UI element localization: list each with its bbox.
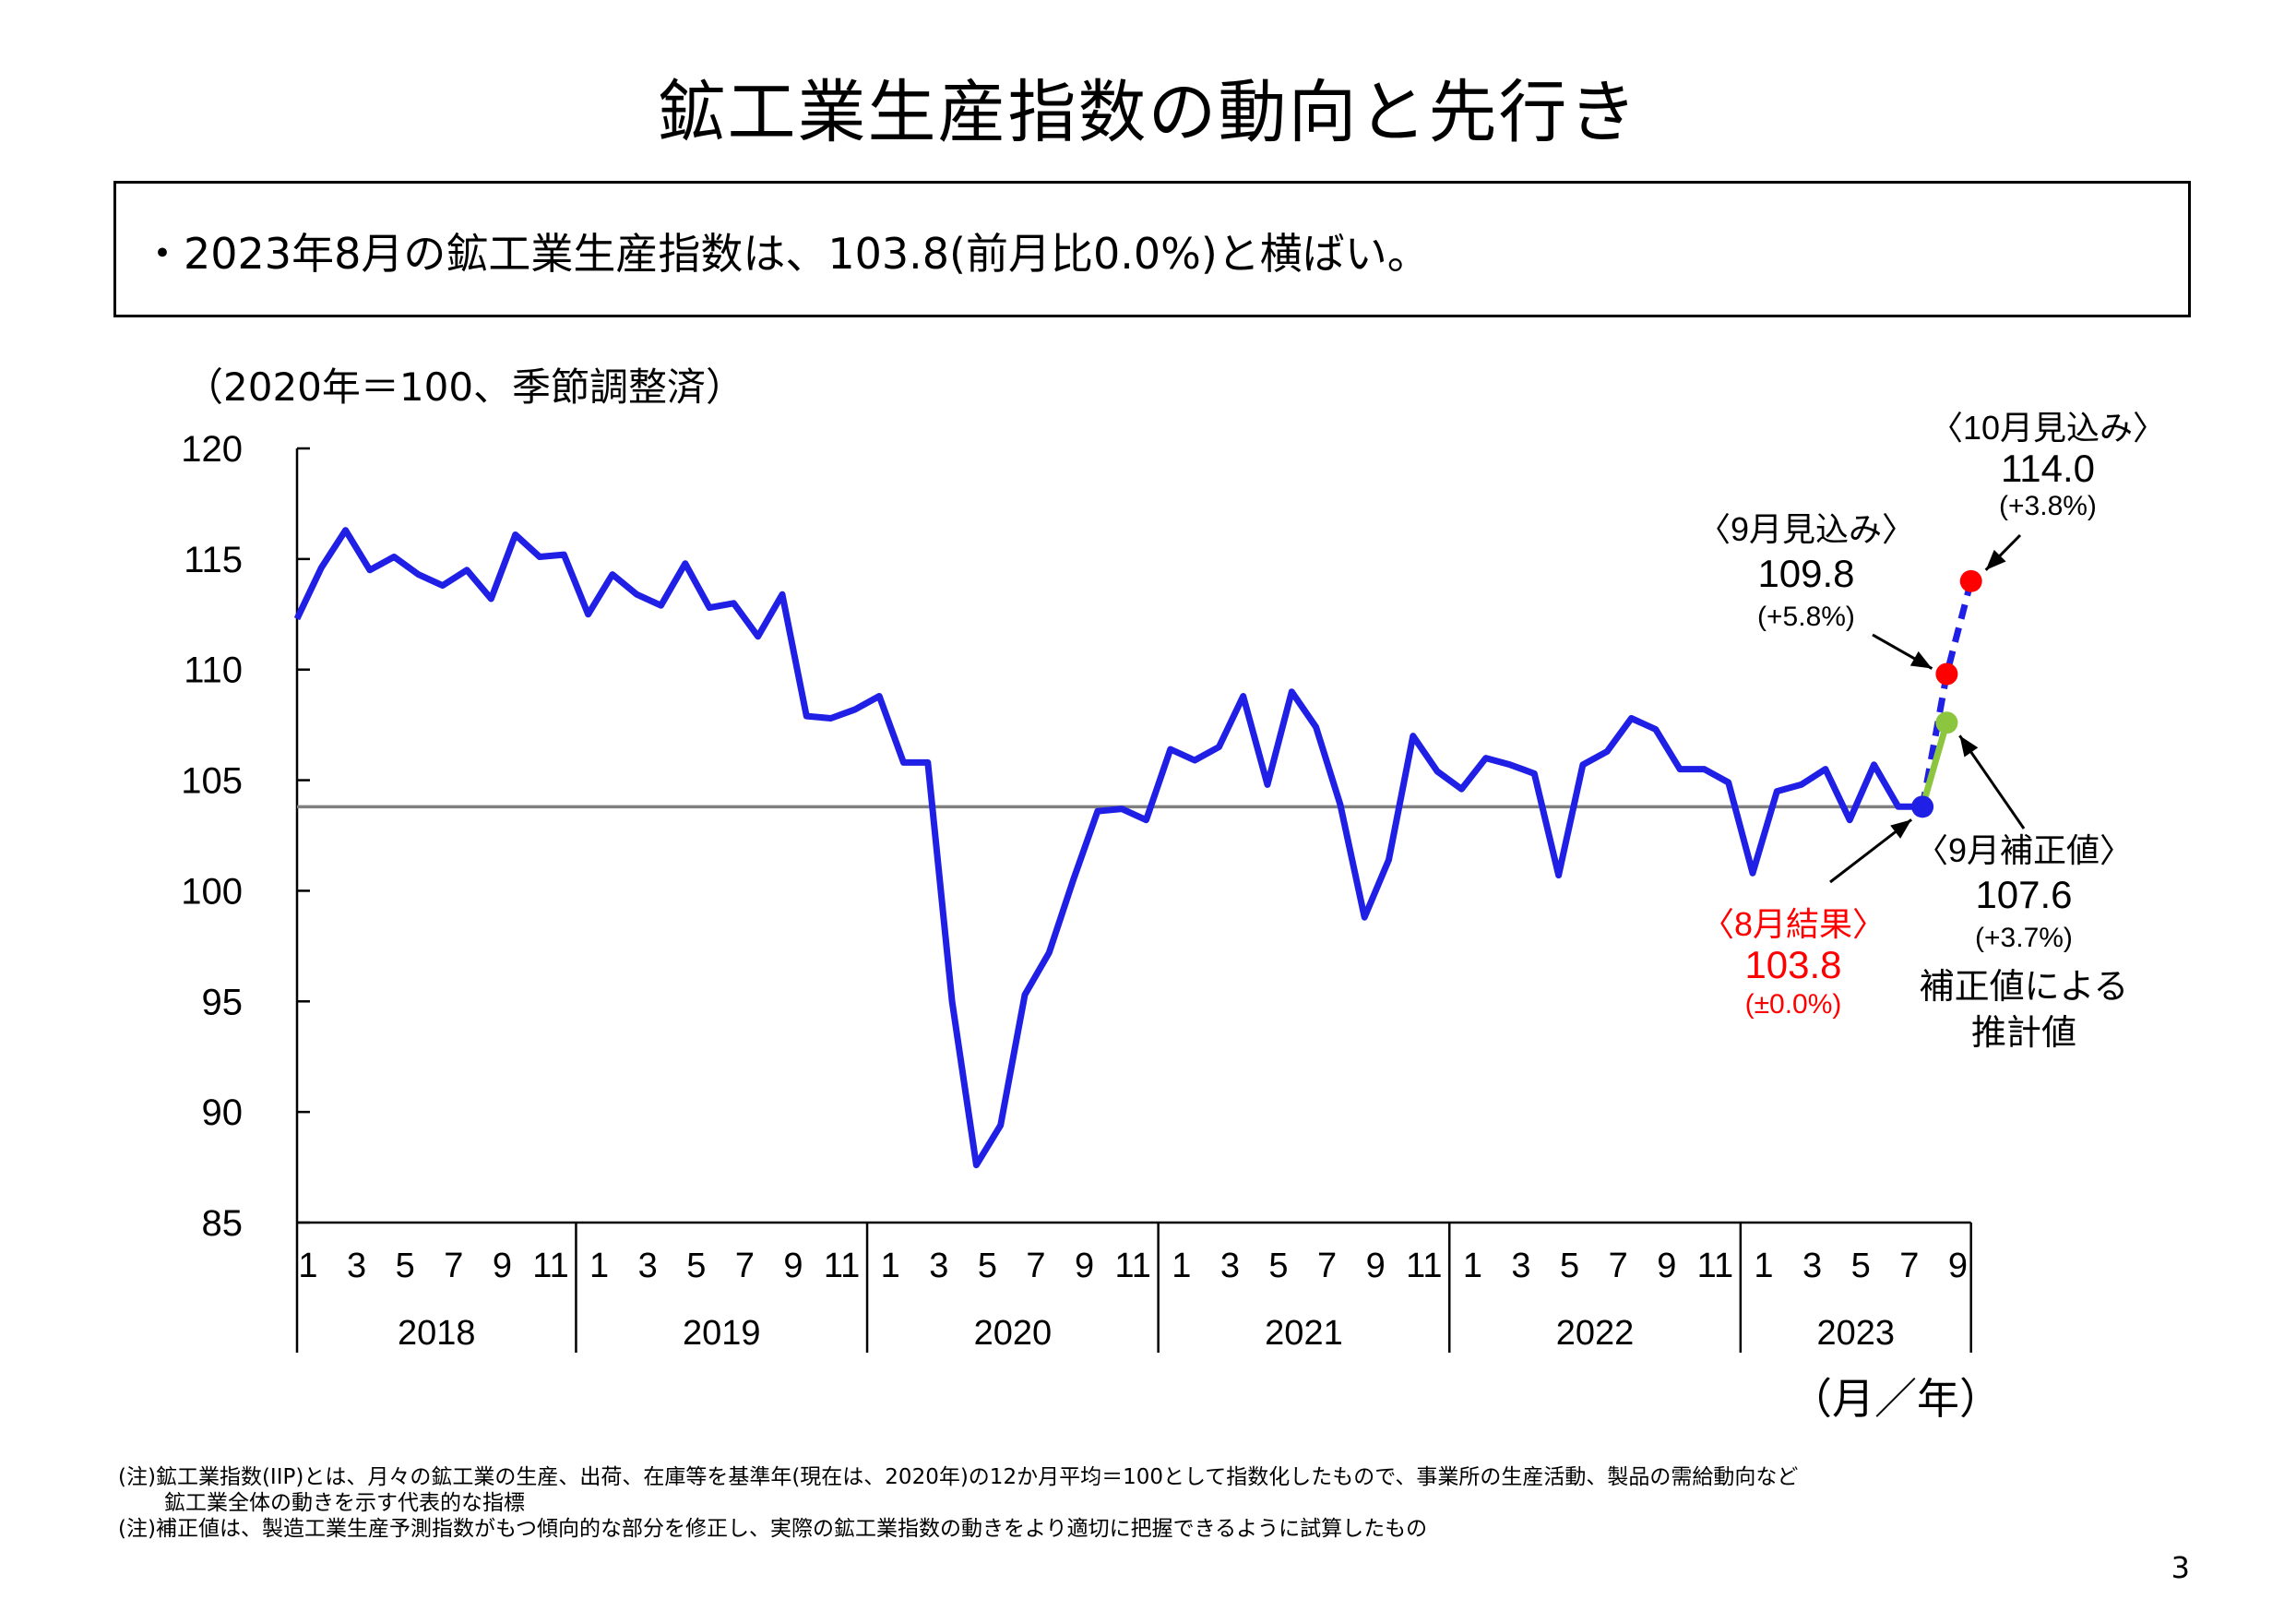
footnote-1-continued: 鉱工業全体の動きを示す代表的な指標 [164,1491,525,1515]
aug-result-label: 〈8月結果〉 [1701,905,1886,943]
x-tick-label: 1 [298,1247,317,1285]
sep-projection-label: 〈9月見込み〉 [1697,510,1915,548]
x-tick-label: 7 [1899,1247,1919,1285]
x-year-label: 2023 [1817,1314,1896,1353]
x-tick-label: 5 [686,1247,706,1285]
y-tick-label: 120 [181,429,243,470]
x-tick-label: 9 [1948,1247,1968,1285]
x-tick-label: 7 [1609,1247,1628,1285]
x-tick-label: 5 [396,1247,415,1285]
x-year-label: 2018 [398,1314,476,1353]
x-tick-label: 7 [735,1247,755,1285]
x-tick-label: 5 [978,1247,997,1285]
x-tick-label: 7 [1026,1247,1045,1285]
x-tick-label: 3 [1220,1247,1240,1285]
oct-projection-value: 114.0 [2001,447,2095,490]
summary-text: ・2023年8月の鉱工業生産指数は、103.8(前月比0.0%)と横ばい。 [141,229,1430,279]
sep-projection-change: (+5.8%) [1757,602,1855,632]
x-tick-label: 5 [1268,1247,1288,1285]
y-tick-label: 90 [202,1092,244,1133]
page-title: 鉱工業生産指数の動向と先行き [657,73,1639,152]
x-tick-label: 11 [532,1247,568,1285]
x-tick-label: 3 [638,1247,658,1285]
x-tick-label: 9 [1657,1247,1676,1285]
oct-projection-label: 〈10月見込み〉 [1930,409,2166,447]
y-tick-label: 115 [184,540,243,580]
aug-result-value: 103.8 [1744,943,1841,986]
y-tick-label: 105 [181,761,243,802]
oct-projection-point [1959,569,1982,592]
x-tick-label: 1 [589,1247,609,1285]
sep-corrected-label: 〈9月補正値〉 [1915,831,2133,869]
x-tick-label: 9 [783,1247,803,1285]
sep-corrected-note-line1: 補正値による [1920,968,2129,1007]
x-tick-label: 7 [1317,1247,1337,1285]
x-tick-label: 11 [824,1247,860,1285]
x-tick-label: 1 [1754,1247,1773,1285]
x-tick-label: 1 [881,1247,900,1285]
summary-box: ・2023年8月の鉱工業生産指数は、103.8(前月比0.0%)と横ばい。 [113,181,2191,317]
series-line [293,527,1923,1169]
x-tick-label: 3 [1802,1247,1822,1285]
y-tick-label: 95 [202,982,244,1022]
sep-projection-arrow-head [1909,650,1933,669]
x-tick-label: 3 [347,1247,366,1285]
x-year-label: 2021 [1265,1314,1343,1353]
x-tick-label: 7 [444,1247,463,1285]
y-tick-label: 110 [184,650,243,691]
page-number: 3 [2171,1550,2190,1585]
y-tick-label: 85 [202,1203,244,1244]
aug-result-arrow-head [1890,819,1912,839]
x-tick-label: 11 [1406,1247,1442,1285]
sep-projection-point [1935,662,1958,686]
sep-projection-value: 109.8 [1757,552,1854,595]
x-year-label: 2019 [683,1314,761,1353]
sep-corrected-value: 107.6 [1975,873,2072,916]
aug-result-change: (±0.0%) [1745,989,1842,1020]
x-tick-label: 1 [1463,1247,1482,1285]
oct-projection-change: (+3.8%) [1999,491,2097,521]
x-tick-label: 9 [1075,1247,1094,1285]
y-tick-label: 100 [181,871,243,912]
sep-corrected-point [1935,711,1958,734]
unit-label: （2020年＝100、季節調整済） [184,364,745,410]
footnote-2: (注)補正値は、製造工業生産予測指数がもつ傾向的な部分を修正し、実際の鉱工業指数… [118,1517,1428,1541]
x-tick-label: 9 [1366,1247,1386,1285]
x-year-label: 2022 [1556,1314,1635,1353]
x-tick-label: 5 [1560,1247,1579,1285]
sep-corrected-note-line2: 推計値 [1971,1014,2076,1053]
x-year-label: 2020 [974,1314,1053,1353]
corrected-line [1919,722,1950,808]
x-tick-label: 5 [1851,1247,1871,1285]
x-tick-label: 3 [929,1247,948,1285]
footnote-1: (注)鉱工業指数(IIP)とは、月々の鉱工業の生産、出荷、在庫等を基準年(現在は… [118,1465,1799,1489]
x-axis-unit-label: （月／年） [1790,1374,2002,1424]
x-tick-label: 11 [1697,1247,1733,1285]
projection-line [1919,579,1975,807]
sep-corrected-arrow-head [1959,735,1979,758]
oct-projection-arrow-head [1985,549,2006,570]
aug-result-point [1911,795,1934,818]
x-tick-label: 9 [493,1247,512,1285]
x-tick-label: 1 [1172,1247,1191,1285]
x-tick-label: 3 [1511,1247,1530,1285]
sep-corrected-change: (+3.7%) [1975,923,2073,953]
x-tick-label: 11 [1114,1247,1150,1285]
